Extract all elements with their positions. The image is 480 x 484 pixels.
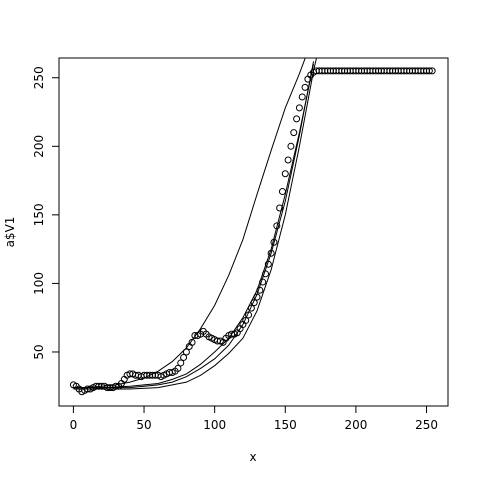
data-point <box>267 249 275 257</box>
y-tick-label: 150 <box>32 203 46 226</box>
y-tick-label: 100 <box>32 272 46 295</box>
data-point <box>259 278 267 286</box>
x-tick-label: 100 <box>203 418 226 432</box>
data-point <box>290 129 298 137</box>
data-point <box>174 364 182 372</box>
data-point <box>247 304 255 312</box>
data-point <box>278 188 286 196</box>
data-point <box>301 83 309 91</box>
data-point <box>262 270 270 278</box>
data-point <box>180 353 188 361</box>
data-point <box>273 222 281 230</box>
data-point <box>182 348 190 356</box>
x-tick-label: 50 <box>136 418 151 432</box>
data-point <box>281 170 289 178</box>
data-point <box>253 293 261 301</box>
x-tick-label: 150 <box>274 418 297 432</box>
data-point <box>425 67 433 75</box>
data-point <box>295 104 303 112</box>
data-point <box>112 382 120 390</box>
data-point <box>287 142 295 150</box>
x-tick-label: 200 <box>344 418 367 432</box>
y-tick-label: 250 <box>32 66 46 89</box>
x-tick-label: 0 <box>70 418 78 432</box>
data-point <box>256 286 264 294</box>
data-point <box>177 359 185 367</box>
fit-curve <box>73 58 317 390</box>
y-tick-label: 50 <box>32 344 46 359</box>
data-point <box>298 93 306 101</box>
data-point <box>242 316 250 324</box>
data-point <box>276 204 284 212</box>
data-point <box>270 238 278 246</box>
data-point <box>284 156 292 164</box>
x-axis-label: x <box>249 450 256 464</box>
plot-frame <box>58 57 449 407</box>
data-point <box>293 115 301 123</box>
data-point <box>250 299 258 307</box>
data-point <box>245 311 253 319</box>
data-point <box>188 338 196 346</box>
data-point <box>428 67 436 75</box>
fit-curve <box>73 61 315 389</box>
fit-curve <box>73 63 315 389</box>
fit-curve <box>73 58 306 389</box>
y-axis-label: a$V1 <box>3 217 17 248</box>
y-tick-label: 200 <box>32 135 46 158</box>
x-tick-label: 250 <box>415 418 438 432</box>
data-point <box>264 260 272 268</box>
